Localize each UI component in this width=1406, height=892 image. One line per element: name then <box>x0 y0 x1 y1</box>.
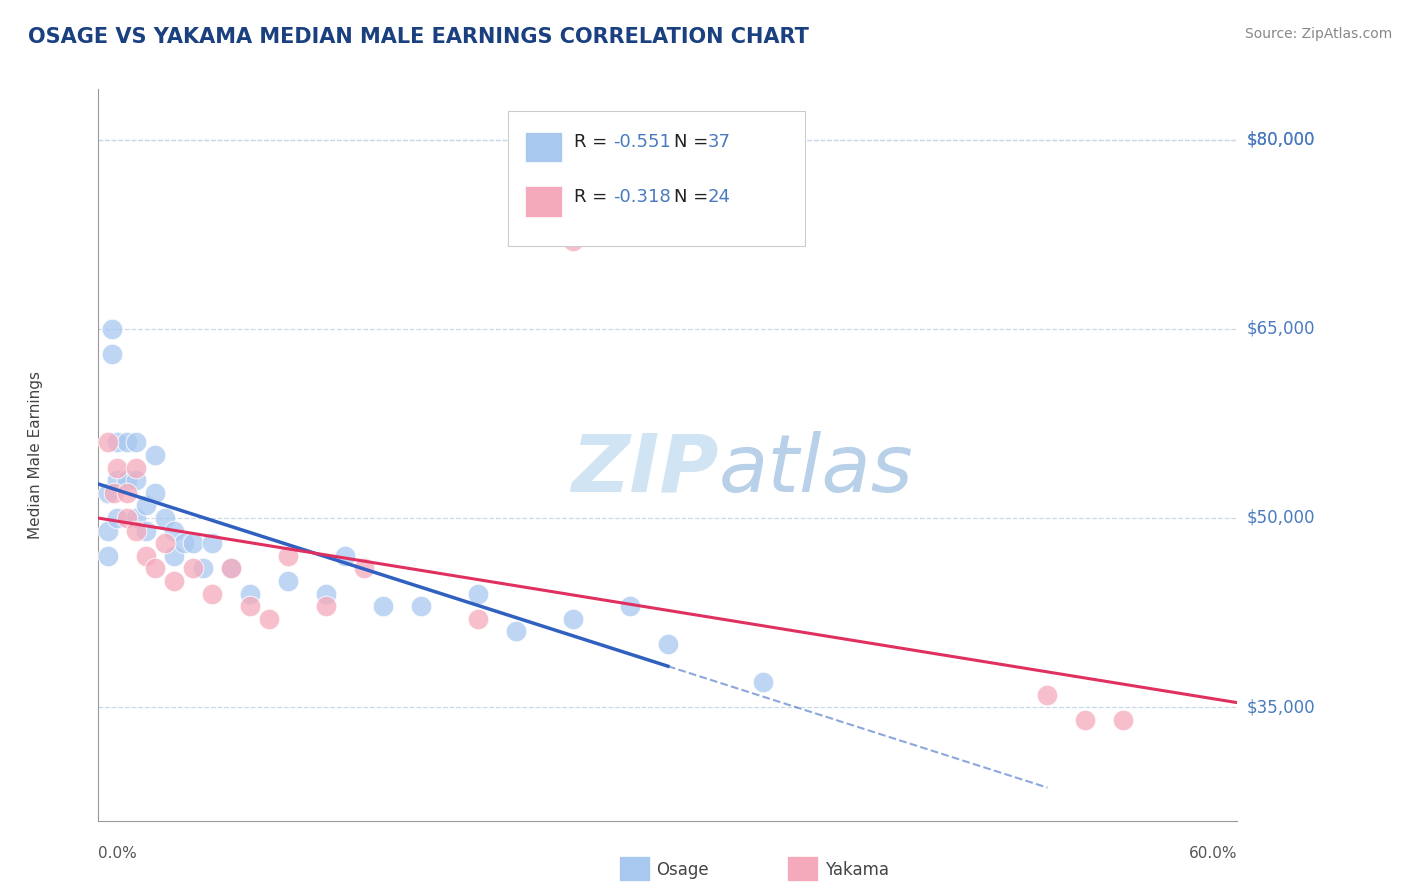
Point <box>191 561 214 575</box>
Point <box>153 511 176 525</box>
Point <box>277 574 299 588</box>
Text: N =: N = <box>673 133 713 151</box>
Point <box>239 587 262 601</box>
Point <box>100 322 122 336</box>
Point <box>173 536 195 550</box>
Point <box>107 460 129 475</box>
Point <box>107 511 129 525</box>
Point <box>335 549 357 563</box>
Point <box>135 499 157 513</box>
Point <box>562 234 585 248</box>
Point <box>183 561 205 575</box>
Point <box>619 599 641 614</box>
Text: ZIP: ZIP <box>571 431 718 508</box>
Point <box>259 612 281 626</box>
Point <box>467 587 489 601</box>
Point <box>145 561 167 575</box>
Point <box>1112 713 1135 727</box>
Point <box>135 524 157 538</box>
Text: 60.0%: 60.0% <box>1189 846 1237 861</box>
Text: $35,000: $35,000 <box>1247 698 1316 716</box>
Text: OSAGE VS YAKAMA MEDIAN MALE EARNINGS CORRELATION CHART: OSAGE VS YAKAMA MEDIAN MALE EARNINGS COR… <box>28 27 808 46</box>
Text: $80,000: $80,000 <box>1247 130 1315 149</box>
Point <box>163 549 186 563</box>
Point <box>657 637 679 651</box>
Point <box>100 347 122 361</box>
Text: Osage: Osage <box>657 861 709 879</box>
FancyBboxPatch shape <box>509 112 804 246</box>
Point <box>163 574 186 588</box>
Point <box>115 435 138 450</box>
Point <box>125 460 148 475</box>
Text: Yakama: Yakama <box>825 861 890 879</box>
Point <box>467 612 489 626</box>
Point <box>1074 713 1097 727</box>
Text: 37: 37 <box>707 133 731 151</box>
Text: R =: R = <box>575 133 613 151</box>
Point <box>315 587 337 601</box>
Point <box>145 485 167 500</box>
Point <box>201 587 224 601</box>
Point <box>135 549 157 563</box>
Point <box>103 485 125 500</box>
Point <box>562 612 585 626</box>
Point <box>115 485 138 500</box>
Point <box>411 599 433 614</box>
Point <box>163 524 186 538</box>
Text: R =: R = <box>575 188 613 206</box>
Text: -0.551: -0.551 <box>613 133 671 151</box>
Point <box>183 536 205 550</box>
Point <box>115 511 138 525</box>
Point <box>315 599 337 614</box>
Point <box>353 561 375 575</box>
Text: $80,000: $80,000 <box>1247 130 1315 149</box>
Point <box>107 473 129 487</box>
Point <box>107 435 129 450</box>
Point <box>277 549 299 563</box>
Text: 24: 24 <box>707 188 731 206</box>
Point <box>97 485 120 500</box>
Point <box>371 599 394 614</box>
Point <box>145 448 167 462</box>
FancyBboxPatch shape <box>526 186 562 218</box>
Point <box>153 536 176 550</box>
Point <box>239 599 262 614</box>
Text: N =: N = <box>673 188 713 206</box>
Point <box>752 674 775 689</box>
Point <box>97 549 120 563</box>
Point <box>505 624 527 639</box>
Text: $65,000: $65,000 <box>1247 320 1315 338</box>
Point <box>221 561 243 575</box>
Text: -0.318: -0.318 <box>613 188 671 206</box>
Text: atlas: atlas <box>718 431 914 508</box>
Point <box>97 524 120 538</box>
Point <box>125 524 148 538</box>
Point <box>125 435 148 450</box>
Text: $50,000: $50,000 <box>1247 509 1315 527</box>
FancyBboxPatch shape <box>526 132 562 162</box>
Point <box>125 473 148 487</box>
Point <box>201 536 224 550</box>
Text: Source: ZipAtlas.com: Source: ZipAtlas.com <box>1244 27 1392 41</box>
Text: 0.0%: 0.0% <box>98 846 138 861</box>
Point <box>125 511 148 525</box>
Point <box>221 561 243 575</box>
Point <box>97 435 120 450</box>
Point <box>115 473 138 487</box>
Text: Median Male Earnings: Median Male Earnings <box>28 371 44 539</box>
Point <box>1036 688 1059 702</box>
